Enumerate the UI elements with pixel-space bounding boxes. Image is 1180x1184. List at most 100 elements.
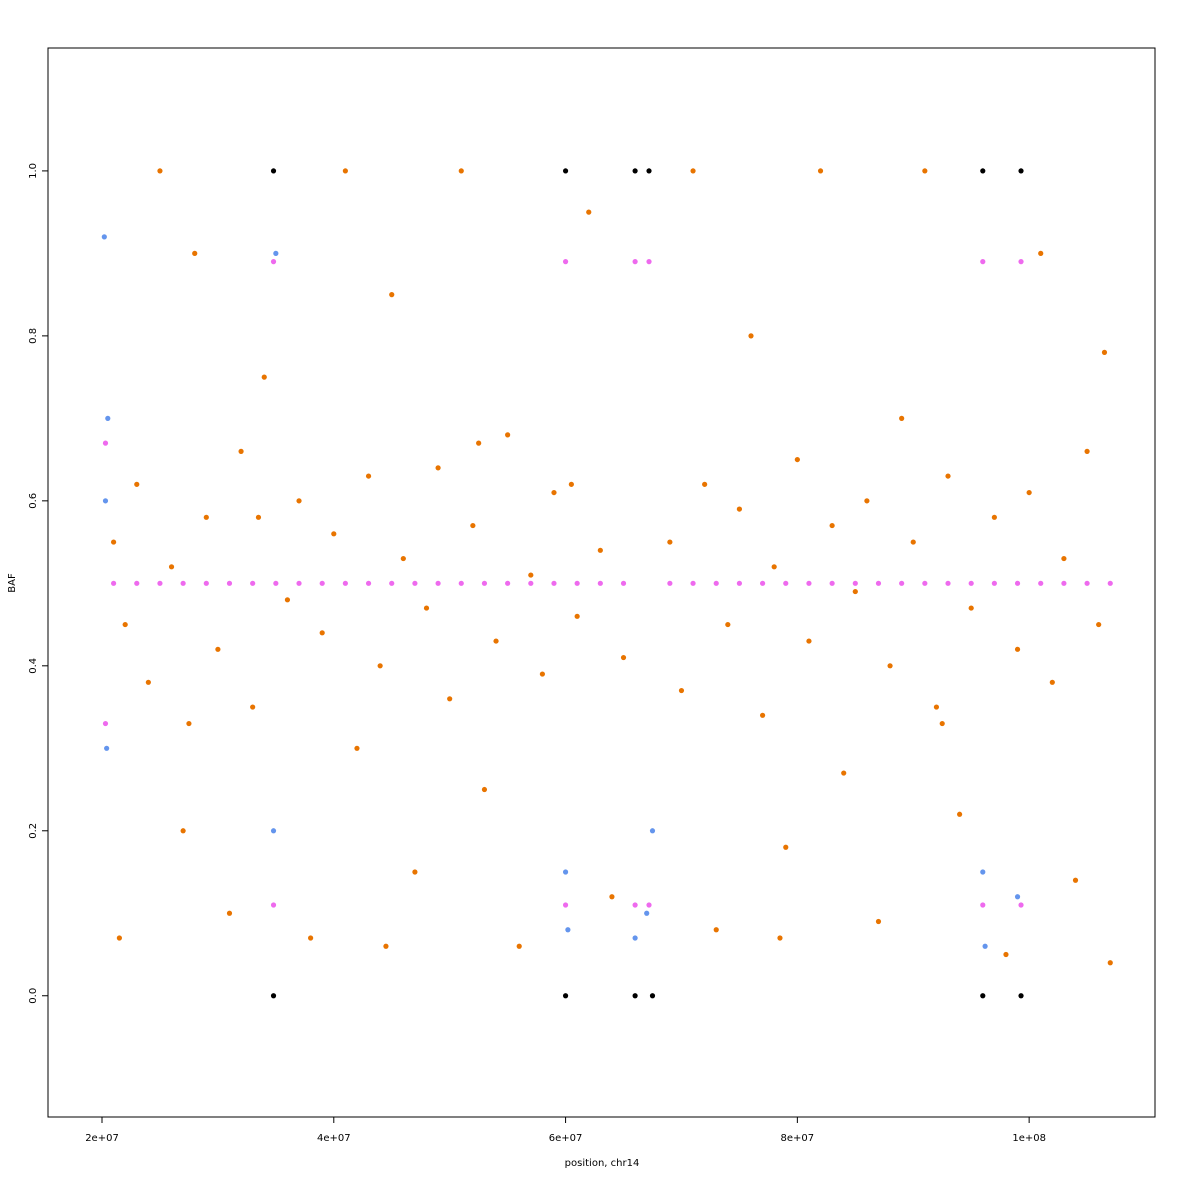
point [1018, 168, 1024, 174]
x-tick-label: 2e+07 [85, 1133, 119, 1144]
point [319, 630, 325, 636]
point [180, 828, 186, 834]
point [597, 547, 603, 553]
point [620, 580, 627, 586]
point [829, 522, 835, 529]
point [852, 580, 858, 586]
point [516, 943, 522, 949]
point [551, 489, 557, 496]
point [939, 720, 945, 727]
point [481, 580, 488, 586]
point [1014, 894, 1021, 900]
point [308, 935, 314, 941]
x-tick-label: 4e+07 [317, 1133, 351, 1144]
point [342, 168, 348, 174]
point [250, 580, 256, 586]
point [270, 993, 277, 999]
point [980, 993, 986, 999]
point [365, 473, 372, 479]
point [841, 770, 847, 776]
point [1014, 580, 1021, 586]
y-tick-label: 0.6 [28, 493, 39, 509]
point [574, 613, 580, 619]
point [331, 531, 337, 537]
y-axis-title: BAF [7, 573, 18, 593]
point [649, 828, 656, 834]
point [481, 786, 488, 793]
point [678, 687, 685, 694]
point [400, 555, 406, 562]
point [875, 580, 882, 586]
point [933, 704, 940, 710]
point [748, 333, 754, 339]
point [365, 580, 372, 586]
point [632, 168, 638, 174]
y-tick-label: 0.4 [28, 658, 39, 674]
point [389, 580, 395, 586]
point [620, 654, 627, 661]
point [423, 605, 430, 611]
point [1003, 951, 1009, 958]
point [354, 745, 360, 751]
point [238, 448, 244, 454]
point [270, 259, 277, 265]
point [1038, 580, 1044, 586]
point [777, 935, 783, 941]
point [412, 869, 418, 875]
point [412, 580, 418, 586]
point [383, 943, 389, 949]
point [646, 259, 652, 265]
point [1061, 580, 1067, 586]
point [725, 621, 731, 628]
point [667, 539, 673, 545]
point [250, 704, 256, 710]
point [991, 514, 997, 520]
point [980, 259, 986, 265]
point [632, 259, 638, 265]
x-tick-label: 1e+08 [1012, 1133, 1046, 1144]
point [1107, 960, 1113, 966]
point [528, 572, 534, 578]
point [852, 588, 858, 595]
point [632, 902, 638, 908]
y-tick-label: 0.2 [28, 823, 39, 839]
point [270, 902, 277, 908]
point [922, 580, 928, 586]
point [319, 580, 325, 586]
point [945, 580, 951, 586]
point [203, 514, 209, 520]
point [817, 168, 824, 174]
point [101, 234, 107, 240]
point [829, 580, 835, 586]
point [470, 522, 476, 529]
point [157, 580, 163, 586]
point [1018, 259, 1024, 265]
point [667, 580, 673, 586]
point [702, 481, 708, 487]
point [273, 580, 279, 586]
point [1018, 902, 1024, 908]
point [110, 539, 117, 545]
point [1014, 646, 1021, 652]
point [104, 745, 110, 751]
point [713, 927, 719, 933]
point [134, 580, 140, 586]
point [1084, 448, 1090, 454]
point [794, 456, 800, 463]
point [609, 894, 615, 900]
point [377, 663, 383, 669]
point [922, 168, 928, 174]
point [476, 440, 482, 446]
point [982, 943, 988, 949]
point [736, 580, 743, 586]
point [1101, 349, 1108, 355]
point [574, 580, 580, 586]
point [261, 374, 267, 380]
point [116, 935, 122, 941]
point [565, 927, 571, 933]
point [875, 918, 882, 925]
point [102, 440, 109, 446]
point [145, 679, 151, 685]
point [783, 844, 789, 850]
